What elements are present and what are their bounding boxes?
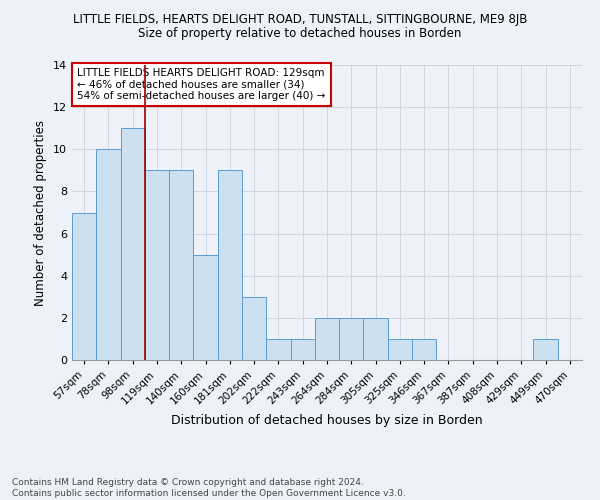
Bar [339,318,364,360]
Bar [364,318,388,360]
X-axis label: Distribution of detached houses by size in Borden: Distribution of detached houses by size … [171,414,483,427]
Bar [145,170,169,360]
Bar [169,170,193,360]
Bar [315,318,339,360]
Bar [72,212,96,360]
Bar [533,339,558,360]
Bar [290,339,315,360]
Bar [218,170,242,360]
Bar [193,254,218,360]
Y-axis label: Number of detached properties: Number of detached properties [34,120,47,306]
Text: LITTLE FIELDS HEARTS DELIGHT ROAD: 129sqm
← 46% of detached houses are smaller (: LITTLE FIELDS HEARTS DELIGHT ROAD: 129sq… [77,68,325,101]
Text: Size of property relative to detached houses in Borden: Size of property relative to detached ho… [139,28,461,40]
Text: Contains HM Land Registry data © Crown copyright and database right 2024.
Contai: Contains HM Land Registry data © Crown c… [12,478,406,498]
Bar [266,339,290,360]
Text: LITTLE FIELDS, HEARTS DELIGHT ROAD, TUNSTALL, SITTINGBOURNE, ME9 8JB: LITTLE FIELDS, HEARTS DELIGHT ROAD, TUNS… [73,12,527,26]
Bar [121,128,145,360]
Bar [412,339,436,360]
Bar [96,150,121,360]
Bar [242,297,266,360]
Bar [388,339,412,360]
